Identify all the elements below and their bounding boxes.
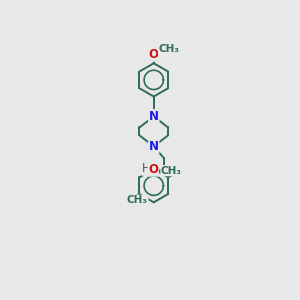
Text: O: O	[148, 163, 158, 176]
Text: O: O	[149, 48, 159, 61]
Text: CH₃: CH₃	[158, 44, 179, 54]
Text: CH₃: CH₃	[161, 166, 182, 176]
Text: N: N	[149, 110, 159, 123]
Text: CH₃: CH₃	[127, 195, 148, 205]
Text: H: H	[142, 162, 151, 175]
Text: N: N	[149, 140, 159, 153]
